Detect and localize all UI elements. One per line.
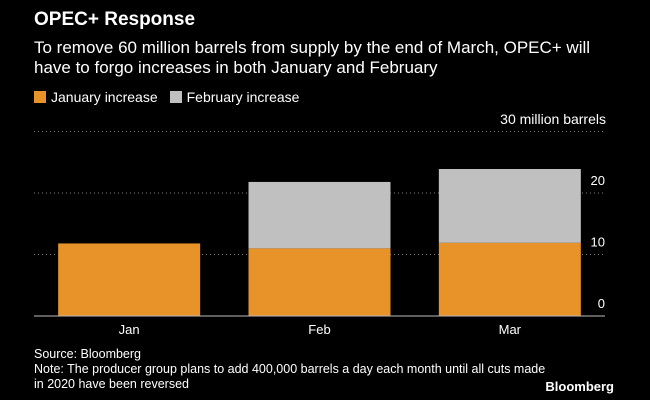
bar-mar-january (438, 242, 581, 316)
x-tick-label-mar: Mar (499, 322, 522, 337)
chart-title: OPEC+ Response (34, 9, 196, 30)
x-tick-label-jan: Jan (119, 322, 140, 337)
legend-item-february: February increase (169, 89, 300, 105)
y-tick-label-20: 20 (591, 173, 605, 188)
legend-swatch-january (34, 91, 46, 103)
units-label: 30 million barrels (500, 111, 606, 127)
bar-feb-january (248, 248, 391, 316)
legend-swatch-february (169, 91, 182, 103)
x-tick-label-feb: Feb (308, 322, 330, 337)
note-text: Note: The producer group plans to add 40… (34, 362, 546, 391)
source-note: Source: Bloomberg Note: The producer gro… (34, 347, 554, 392)
y-tick-label-0: 0 (598, 296, 605, 311)
bar-feb-february (248, 181, 391, 249)
legend-label-january: January increase (51, 89, 158, 105)
source-text: Source: Bloomberg (34, 347, 142, 361)
bar-jan-january (58, 243, 201, 316)
y-tick-label-10: 10 (591, 235, 605, 250)
bloomberg-logo: Bloomberg (545, 379, 614, 394)
chart-subtitle: To remove 60 million barrels from supply… (34, 38, 591, 77)
legend-item-january: January increase (34, 89, 158, 105)
legend-label-february: February increase (186, 89, 300, 105)
legend: January increase February increase (34, 89, 311, 105)
bar-mar-february (438, 169, 581, 243)
